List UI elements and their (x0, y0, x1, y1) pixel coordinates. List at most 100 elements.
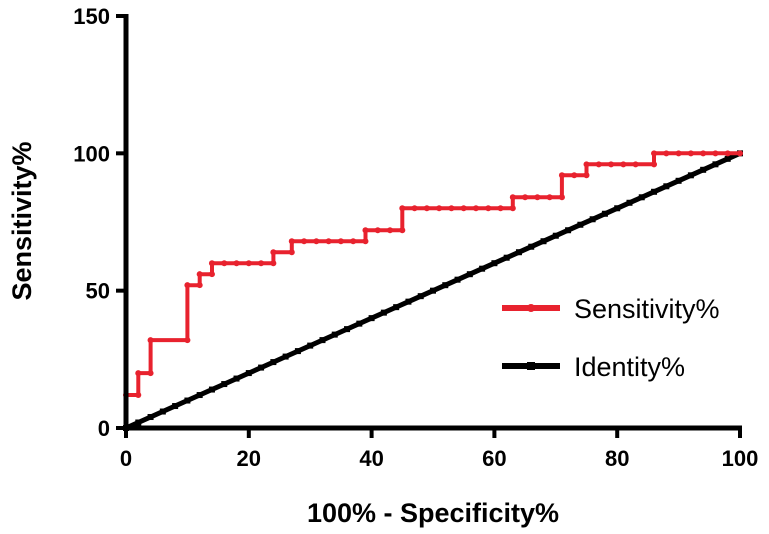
data-point-identity (417, 293, 424, 300)
data-point-sensitivity (325, 238, 332, 245)
axes: 0 20 40 60 80 100 0 50 100 150 (73, 4, 758, 471)
data-point-sensitivity (147, 337, 154, 344)
data-point-sensitivity (196, 282, 203, 289)
data-point-sensitivity (221, 260, 228, 267)
data-point-identity (196, 392, 203, 399)
data-point-identity (589, 216, 596, 223)
data-point-identity (442, 282, 449, 289)
data-point-identity (712, 161, 719, 168)
data-point-identity (577, 221, 584, 228)
data-point-identity (319, 337, 326, 344)
data-point-sensitivity (608, 161, 615, 168)
data-point-identity (626, 199, 633, 206)
data-point-identity (614, 205, 621, 212)
data-point-sensitivity (387, 227, 394, 234)
data-point-sensitivity (534, 194, 541, 201)
x-tick-label: 0 (120, 446, 132, 471)
data-point-sensitivity (675, 150, 682, 157)
data-point-sensitivity (362, 238, 369, 245)
data-point-sensitivity (258, 260, 265, 267)
data-point-identity (380, 309, 387, 316)
data-point-sensitivity (546, 194, 553, 201)
data-point-identity (663, 183, 670, 190)
data-point-identity (307, 342, 314, 349)
x-tick-label: 100 (722, 446, 759, 471)
y-tick-label: 0 (98, 416, 110, 441)
data-point-sensitivity (135, 392, 142, 399)
x-tick-label: 60 (482, 446, 506, 471)
data-point-identity (479, 265, 486, 272)
data-point-sensitivity (270, 260, 277, 267)
data-point-sensitivity (147, 370, 154, 377)
data-point-sensitivity (651, 150, 658, 157)
data-point-sensitivity (472, 205, 479, 212)
data-point-identity (258, 364, 265, 371)
axis-ticks: 0 20 40 60 80 100 0 50 100 150 (73, 4, 758, 471)
data-point-sensitivity (663, 150, 670, 157)
data-point-identity (540, 238, 547, 245)
data-point-identity (700, 166, 707, 173)
y-tick-label: 50 (86, 279, 110, 304)
data-point-sensitivity (208, 271, 215, 278)
data-point-sensitivity (399, 227, 406, 234)
data-point-identity (172, 403, 179, 410)
data-point-identity (294, 348, 301, 355)
data-point-identity (687, 172, 694, 179)
data-point-sensitivity (288, 238, 295, 245)
data-point-identity (282, 353, 289, 360)
data-point-identity (503, 254, 510, 261)
legend: Sensitivity% Identity% (502, 294, 720, 382)
data-point-sensitivity (411, 205, 418, 212)
data-point-sensitivity (558, 172, 565, 179)
data-point-identity (356, 320, 363, 327)
data-point-identity (454, 276, 461, 283)
data-point-sensitivity (448, 205, 455, 212)
data-point-sensitivity (620, 161, 627, 168)
data-point-identity (724, 155, 731, 162)
data-point-identity (601, 210, 608, 217)
data-point-sensitivity (184, 282, 191, 289)
data-point-identity (638, 194, 645, 201)
data-point-identity (528, 243, 535, 250)
data-point-sensitivity (509, 194, 516, 201)
data-point-sensitivity (571, 172, 578, 179)
data-point-sensitivity (460, 205, 467, 212)
data-point-sensitivity (288, 249, 295, 256)
x-axis-title: 100% - Specificity% (307, 498, 559, 528)
data-point-identity (159, 408, 166, 415)
data-point-identity (393, 304, 400, 311)
data-point-identity (147, 414, 154, 421)
data-point-identity (491, 260, 498, 267)
data-point-sensitivity (687, 150, 694, 157)
data-point-sensitivity (196, 271, 203, 278)
data-point-identity (331, 331, 338, 338)
legend-item-sensitivity: Sensitivity% (502, 294, 720, 324)
data-point-sensitivity (737, 150, 743, 157)
data-point-sensitivity (233, 260, 240, 267)
legend-marker-identity (527, 362, 535, 370)
data-point-sensitivity (436, 205, 443, 212)
data-point-sensitivity (712, 150, 719, 157)
data-point-sensitivity (270, 249, 277, 256)
data-point-sensitivity (497, 205, 504, 212)
data-point-identity (515, 249, 522, 256)
data-point-identity (221, 381, 228, 388)
data-point-identity (651, 188, 658, 195)
data-point-sensitivity (245, 260, 252, 267)
data-point-identity (208, 386, 215, 393)
legend-marker-sensitivity (527, 304, 535, 312)
data-point-sensitivity (184, 337, 191, 344)
x-tick-label: 40 (359, 446, 383, 471)
data-point-sensitivity (558, 194, 565, 201)
data-point-sensitivity (374, 227, 381, 234)
data-point-sensitivity (583, 172, 590, 179)
legend-item-identity: Identity% (502, 352, 685, 382)
data-point-sensitivity (208, 260, 215, 267)
data-point-sensitivity (350, 238, 357, 245)
data-point-sensitivity (583, 161, 590, 168)
data-point-identity (184, 397, 191, 404)
data-point-sensitivity (632, 161, 639, 168)
data-point-sensitivity (485, 205, 492, 212)
y-axis-title: Sensitivity% (7, 141, 37, 300)
